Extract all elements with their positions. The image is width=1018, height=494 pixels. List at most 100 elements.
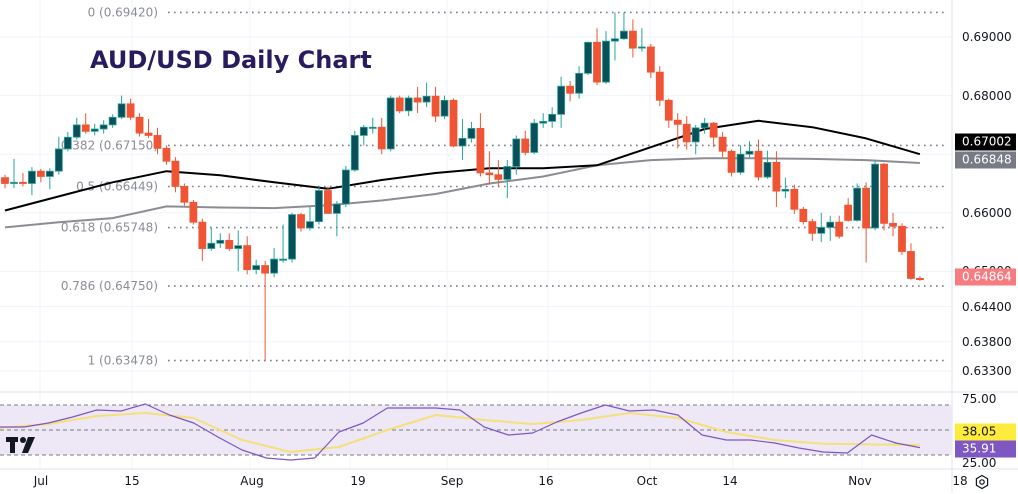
candle-body: [691, 127, 700, 143]
candle: [709, 121, 718, 148]
candle: [162, 145, 171, 165]
time-axis-label: Jul: [33, 474, 49, 488]
fib-level-label: 0.618 (0.65748): [61, 221, 158, 235]
candle: [422, 82, 431, 108]
candle: [243, 236, 252, 275]
candle-body: [99, 124, 108, 130]
candle: [682, 116, 691, 150]
ma-black-price-tag: 0.67002: [955, 133, 1016, 151]
candle-body: [198, 221, 207, 249]
ma-grey-price-tag: 0.66848: [955, 151, 1016, 169]
candle-body: [297, 214, 305, 229]
candle: [673, 113, 682, 149]
candle-body: [871, 163, 879, 229]
candle: [530, 119, 539, 155]
gear-icon[interactable]: [974, 474, 990, 490]
candle-body: [144, 132, 153, 136]
candle-body: [126, 103, 135, 118]
candle: [862, 182, 871, 263]
candle: [234, 230, 243, 272]
candle: [45, 168, 54, 190]
candle-body: [28, 170, 36, 184]
candle-body: [673, 119, 682, 125]
candle-body: [521, 138, 530, 153]
candle: [467, 121, 476, 143]
candle: [458, 119, 467, 161]
candle: [521, 130, 530, 156]
candle: [261, 260, 270, 361]
time-axis-label: Nov: [848, 474, 872, 488]
candle: [584, 41, 592, 76]
candle-body: [72, 124, 81, 138]
candle: [153, 127, 162, 155]
price-axis-label: 0.63300: [962, 364, 1012, 379]
last-price-tag: 0.64864: [955, 268, 1016, 286]
candle-body: [377, 126, 386, 150]
candle: [10, 158, 18, 189]
candle: [889, 212, 897, 237]
candle-body: [790, 188, 799, 210]
candle: [485, 151, 494, 185]
candle-body: [341, 169, 350, 205]
candle: [359, 124, 368, 146]
candle-body: [315, 190, 323, 222]
candle-body: [288, 214, 296, 260]
candle: [350, 130, 359, 172]
candle: [844, 198, 853, 222]
candle-body: [234, 245, 243, 249]
candle-body: [90, 128, 99, 132]
candle: [81, 113, 90, 134]
candle-body: [270, 258, 279, 274]
candle: [539, 113, 548, 128]
candle-body: [745, 150, 754, 155]
candle-body: [449, 99, 458, 147]
candle-body: [332, 203, 341, 214]
fib-level-label: 1 (0.63478): [88, 354, 158, 368]
candle-body: [682, 123, 691, 143]
candle-body: [835, 221, 844, 237]
candle-body: [216, 239, 225, 244]
candle: [655, 66, 664, 107]
candle: [494, 160, 503, 187]
candle-body: [557, 85, 566, 115]
candle-body: [629, 30, 637, 49]
candle-body: [826, 221, 835, 228]
candle-body: [781, 188, 790, 192]
candle-body: [306, 221, 314, 229]
candle-body: [261, 265, 270, 274]
candle-body: [566, 85, 575, 94]
candle-body: [736, 153, 745, 173]
candle: [575, 66, 583, 99]
candle-body: [916, 278, 924, 281]
price-axis-label: 0.69000: [962, 30, 1012, 44]
candle-body: [350, 135, 359, 171]
candle-body: [512, 138, 521, 167]
candle-body: [395, 97, 404, 112]
candle-body: [189, 201, 198, 223]
candle: [341, 165, 350, 207]
candle: [54, 136, 63, 175]
candle-body: [637, 46, 646, 49]
candle: [629, 19, 637, 58]
candle: [395, 95, 404, 114]
price-axis-label: 0.63800: [962, 334, 1012, 349]
candle: [377, 117, 386, 155]
candle: [279, 224, 287, 263]
candle: [700, 117, 709, 134]
candle: [548, 107, 557, 128]
candle-body: [853, 187, 862, 221]
candle-body: [727, 150, 736, 173]
candle-body: [108, 116, 117, 126]
candle-body: [81, 124, 90, 132]
candle: [566, 80, 575, 102]
candle-body: [620, 30, 628, 40]
candle-body: [54, 148, 63, 172]
candle-body: [243, 245, 252, 271]
candle-body: [63, 136, 72, 150]
candle-body: [575, 72, 583, 94]
candle: [28, 167, 36, 196]
candle-body: [225, 239, 234, 249]
time-axis-label: 15: [124, 474, 140, 488]
candle-body: [772, 162, 781, 192]
